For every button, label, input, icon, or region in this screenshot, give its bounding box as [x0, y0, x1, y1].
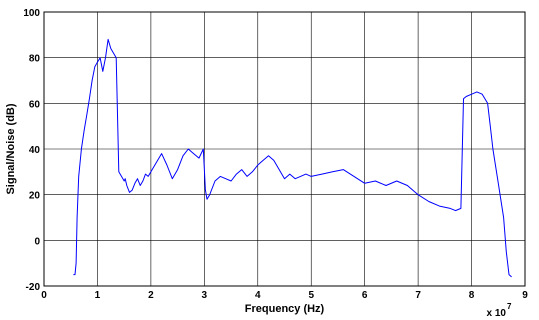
x-tick-label: 3: [202, 290, 208, 301]
y-tick-label: 100: [23, 8, 40, 19]
y-tick-label: 20: [29, 191, 41, 202]
x-tick-label: 9: [522, 290, 528, 301]
x-multiplier-label: x 10: [487, 308, 507, 319]
x-tick-label: 7: [415, 290, 421, 301]
x-tick-label: 1: [95, 290, 101, 301]
y-tick-label: 0: [34, 236, 40, 247]
x-tick-label: 5: [308, 290, 314, 301]
x-tick-label: 2: [148, 290, 154, 301]
x-axis-label: Frequency (Hz): [245, 303, 325, 315]
y-tick-labels: -20 0 20 40 60 80 100: [23, 8, 40, 293]
x-tick-labels: 0 1 2 3 4 5 6 7 8 9: [41, 290, 528, 301]
x-tick-label: 8: [469, 290, 475, 301]
y-axis-label: Signal/Noise (dB): [5, 103, 17, 194]
x-multiplier-base: x 10: [487, 308, 507, 319]
y-tick-label: 40: [29, 145, 41, 156]
y-tick-label: -20: [26, 282, 41, 293]
series-line: [73, 38, 512, 278]
grid: [43, 11, 526, 287]
x-tick-label: 0: [41, 290, 47, 301]
x-multiplier-exponent: 7: [507, 302, 512, 311]
y-tick-label: 60: [29, 99, 41, 110]
y-tick-label: 80: [29, 54, 41, 65]
x-tick-label: 4: [255, 290, 261, 301]
series-layer: [73, 38, 512, 278]
plot-frame: [43, 11, 526, 287]
x-tick-label: 6: [362, 290, 368, 301]
